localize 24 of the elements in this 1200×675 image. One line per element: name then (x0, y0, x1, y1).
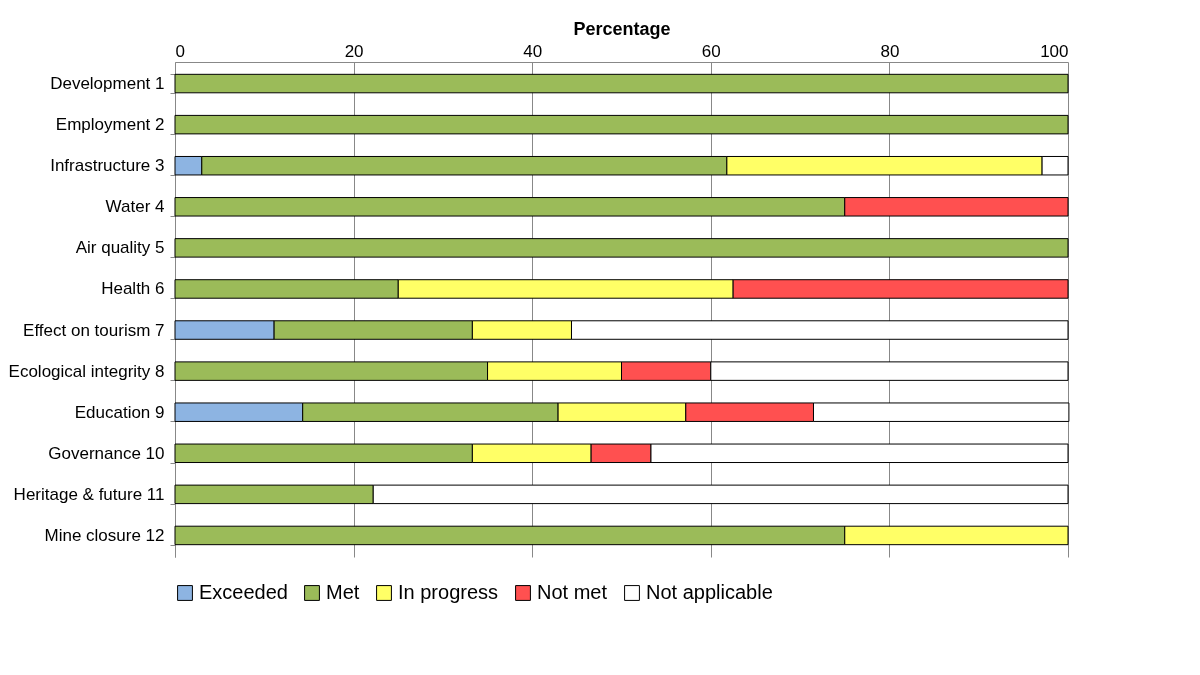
legend-label: Not met (537, 581, 608, 603)
y-tick-label: Water 4 (105, 197, 165, 217)
y-tick-label: Infrastructure 3 (50, 156, 165, 176)
x-tick-label: 40 (523, 41, 543, 61)
y-tick-label: Air quality 5 (75, 238, 165, 258)
y-tick-label: Effect on tourism 7 (23, 320, 165, 340)
legend-label: Not applicable (646, 581, 773, 603)
x-tick-label: 0 (175, 41, 185, 61)
x-tick-label: 20 (344, 41, 364, 61)
legend-label: Exceeded (199, 581, 288, 603)
x-tick-label: 60 (701, 41, 721, 61)
y-tick-label: Governance 10 (48, 443, 165, 463)
y-tick-label: Development 1 (50, 74, 165, 94)
x-axis-title: Percentage (573, 18, 671, 39)
legend-label: In progress (398, 581, 499, 603)
y-tick-label: Health 6 (101, 279, 165, 299)
y-tick-label: Employment 2 (55, 115, 165, 135)
y-tick-label: Education 9 (74, 402, 165, 422)
legend-label: Met (326, 581, 360, 603)
x-tick-label: 100 (1040, 41, 1069, 61)
y-tick-label: Mine closure 12 (44, 525, 165, 545)
y-tick-label: Heritage & future 11 (13, 484, 165, 504)
x-tick-label: 80 (880, 41, 900, 61)
y-tick-label: Ecological integrity 8 (8, 361, 165, 381)
